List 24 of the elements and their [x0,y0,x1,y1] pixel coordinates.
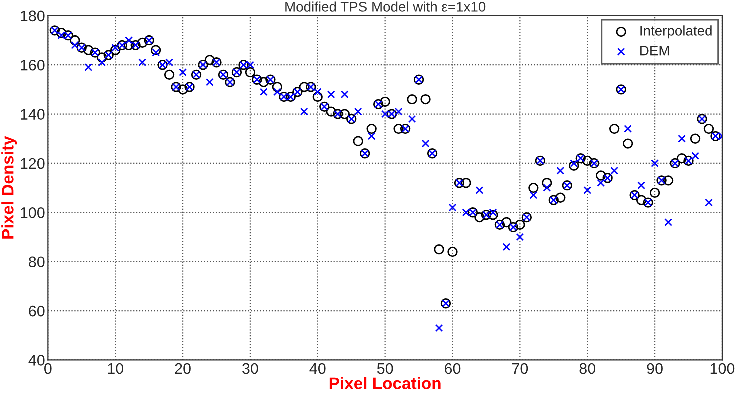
x-axis-title: Pixel Location [330,377,441,390]
x-tick-label: 60 [445,363,461,374]
x-tick-label: 80 [580,363,596,374]
x-tick-label: 0 [44,363,52,374]
legend-label: DEM [640,46,670,56]
x-tick-label: 50 [377,363,394,374]
x-tick-label: 20 [175,363,191,374]
y-tick-label: 140 [21,109,45,120]
y-tick-label: 100 [21,208,45,218]
y-axis-title: Pixel Density [2,136,18,239]
y-tick-label: 160 [21,60,45,71]
x-tick-label: 30 [242,363,258,374]
x-tick-label: 100 [710,363,735,374]
x-tick-label: 40 [310,363,326,374]
y-tick-label: 120 [21,158,45,170]
x-tick-label: 70 [512,363,528,374]
y-tick-label: 180 [21,10,45,22]
y-tick-label: 60 [29,306,45,317]
y-tick-label: 40 [28,355,45,366]
legend-label: Interpolated [640,26,712,39]
y-tick-label: 80 [29,256,45,268]
chart-title: Modified TPS Model with ε=1x10 [286,2,486,12]
x-tick-label: 10 [108,363,124,374]
x-tick-label: 90 [647,363,663,374]
